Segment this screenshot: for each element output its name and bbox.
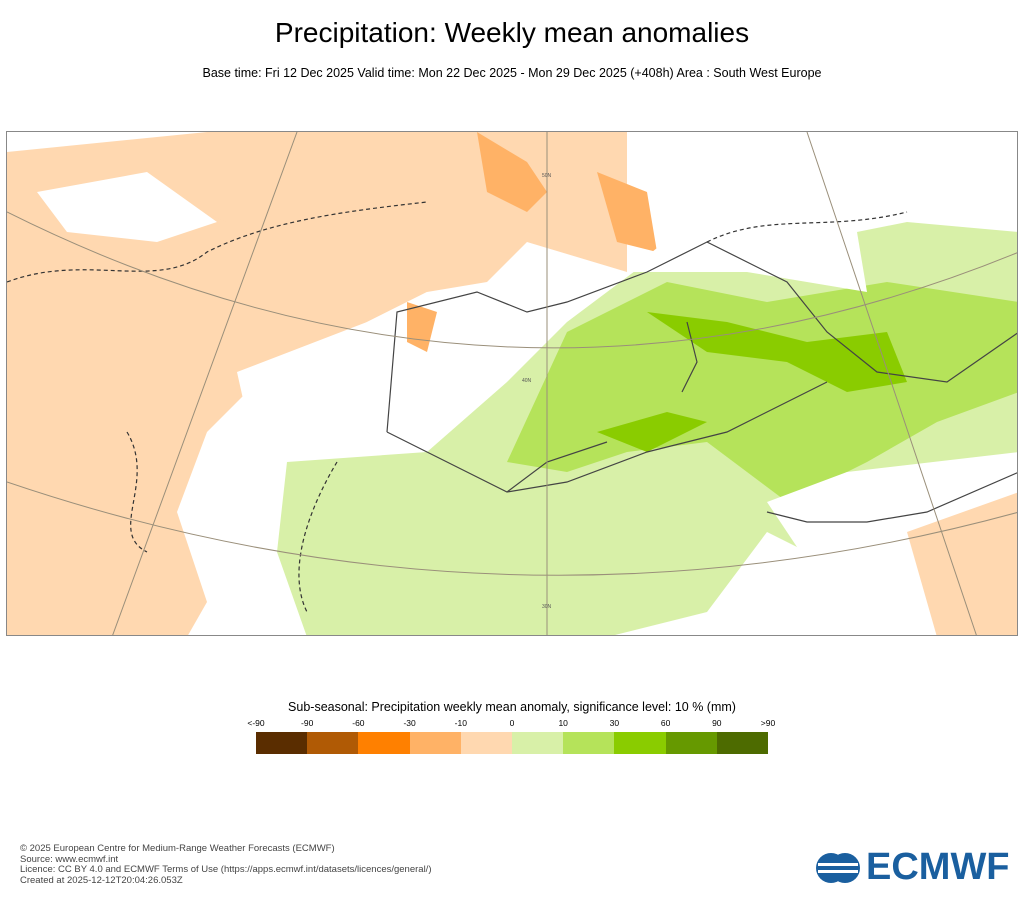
legend-swatch <box>512 732 564 754</box>
graticule <box>7 132 1017 635</box>
legend-swatch <box>563 732 615 754</box>
orange-patch-france <box>407 132 657 352</box>
ecmwf-logo: ECMWF <box>814 846 1010 889</box>
legend-swatch <box>307 732 359 754</box>
chart-title: Precipitation: Weekly mean anomalies <box>274 17 750 48</box>
legend-title: Sub-seasonal: Precipitation weekly mean … <box>288 700 736 714</box>
negative-anomaly-southeast <box>907 492 1017 635</box>
white-patch-east <box>887 132 1017 222</box>
white-region-atlantic <box>7 182 247 462</box>
legend-colorbar <box>256 732 769 754</box>
copyright-line: © 2025 European Centre for Medium-Range … <box>20 843 335 854</box>
legend-tick: 60 <box>660 718 671 728</box>
legend-tick: 90 <box>712 718 722 728</box>
source-line: Source: www.ecmwf.int <box>20 853 119 865</box>
legend-tick: 0 <box>509 718 515 728</box>
legend-swatch <box>256 732 308 754</box>
legend-swatch <box>716 732 769 754</box>
legend-tick: 10 <box>558 718 568 728</box>
legend-tick: -30 <box>403 718 416 728</box>
white-patch-north <box>37 172 217 242</box>
legend-tick: -90 <box>301 718 314 728</box>
licence-line: Licence: CC BY 4.0 and ECMWF Terms of Us… <box>20 864 432 875</box>
legend-swatch <box>358 732 410 754</box>
legend-swatch <box>409 732 461 754</box>
legend-tick: >90 <box>760 718 776 728</box>
legend-tick: -10 <box>454 718 467 728</box>
lat-label-40n: 40N <box>522 378 532 384</box>
chart-subtitle: Base time: Fri 12 Dec 2025 Valid time: M… <box>202 66 822 80</box>
anomaly-map: 50N 40N 30N <box>6 131 1018 636</box>
white-patch-alps <box>627 192 867 292</box>
lat-label-50n: 50N <box>542 173 552 179</box>
positive-anomaly-strong-2 <box>597 412 707 452</box>
legend-tick: -60 <box>352 718 365 728</box>
legend-ticks: <-90 -90 -60 -30 -10 0 10 30 60 90 >90 <box>247 718 775 730</box>
significance-contour <box>7 201 908 613</box>
map-canvas: 50N 40N 30N <box>7 132 1017 635</box>
legend-swatch <box>460 732 513 754</box>
ecmwf-logo-icon <box>816 852 860 883</box>
lat-label-30n: 30N <box>542 604 552 610</box>
legend-swatch <box>614 732 666 754</box>
legend-swatch <box>665 732 717 754</box>
legend-tick: 30 <box>609 718 620 728</box>
legend-tick: <-90 <box>247 718 265 728</box>
positive-anomaly-strong <box>647 312 907 392</box>
created-line: Created at 2025-12-12T20:04:26.053Z <box>20 874 183 886</box>
footer: © 2025 European Centre for Medium-Range … <box>20 843 432 886</box>
ecmwf-logo-text: ECMWF <box>866 846 1010 888</box>
